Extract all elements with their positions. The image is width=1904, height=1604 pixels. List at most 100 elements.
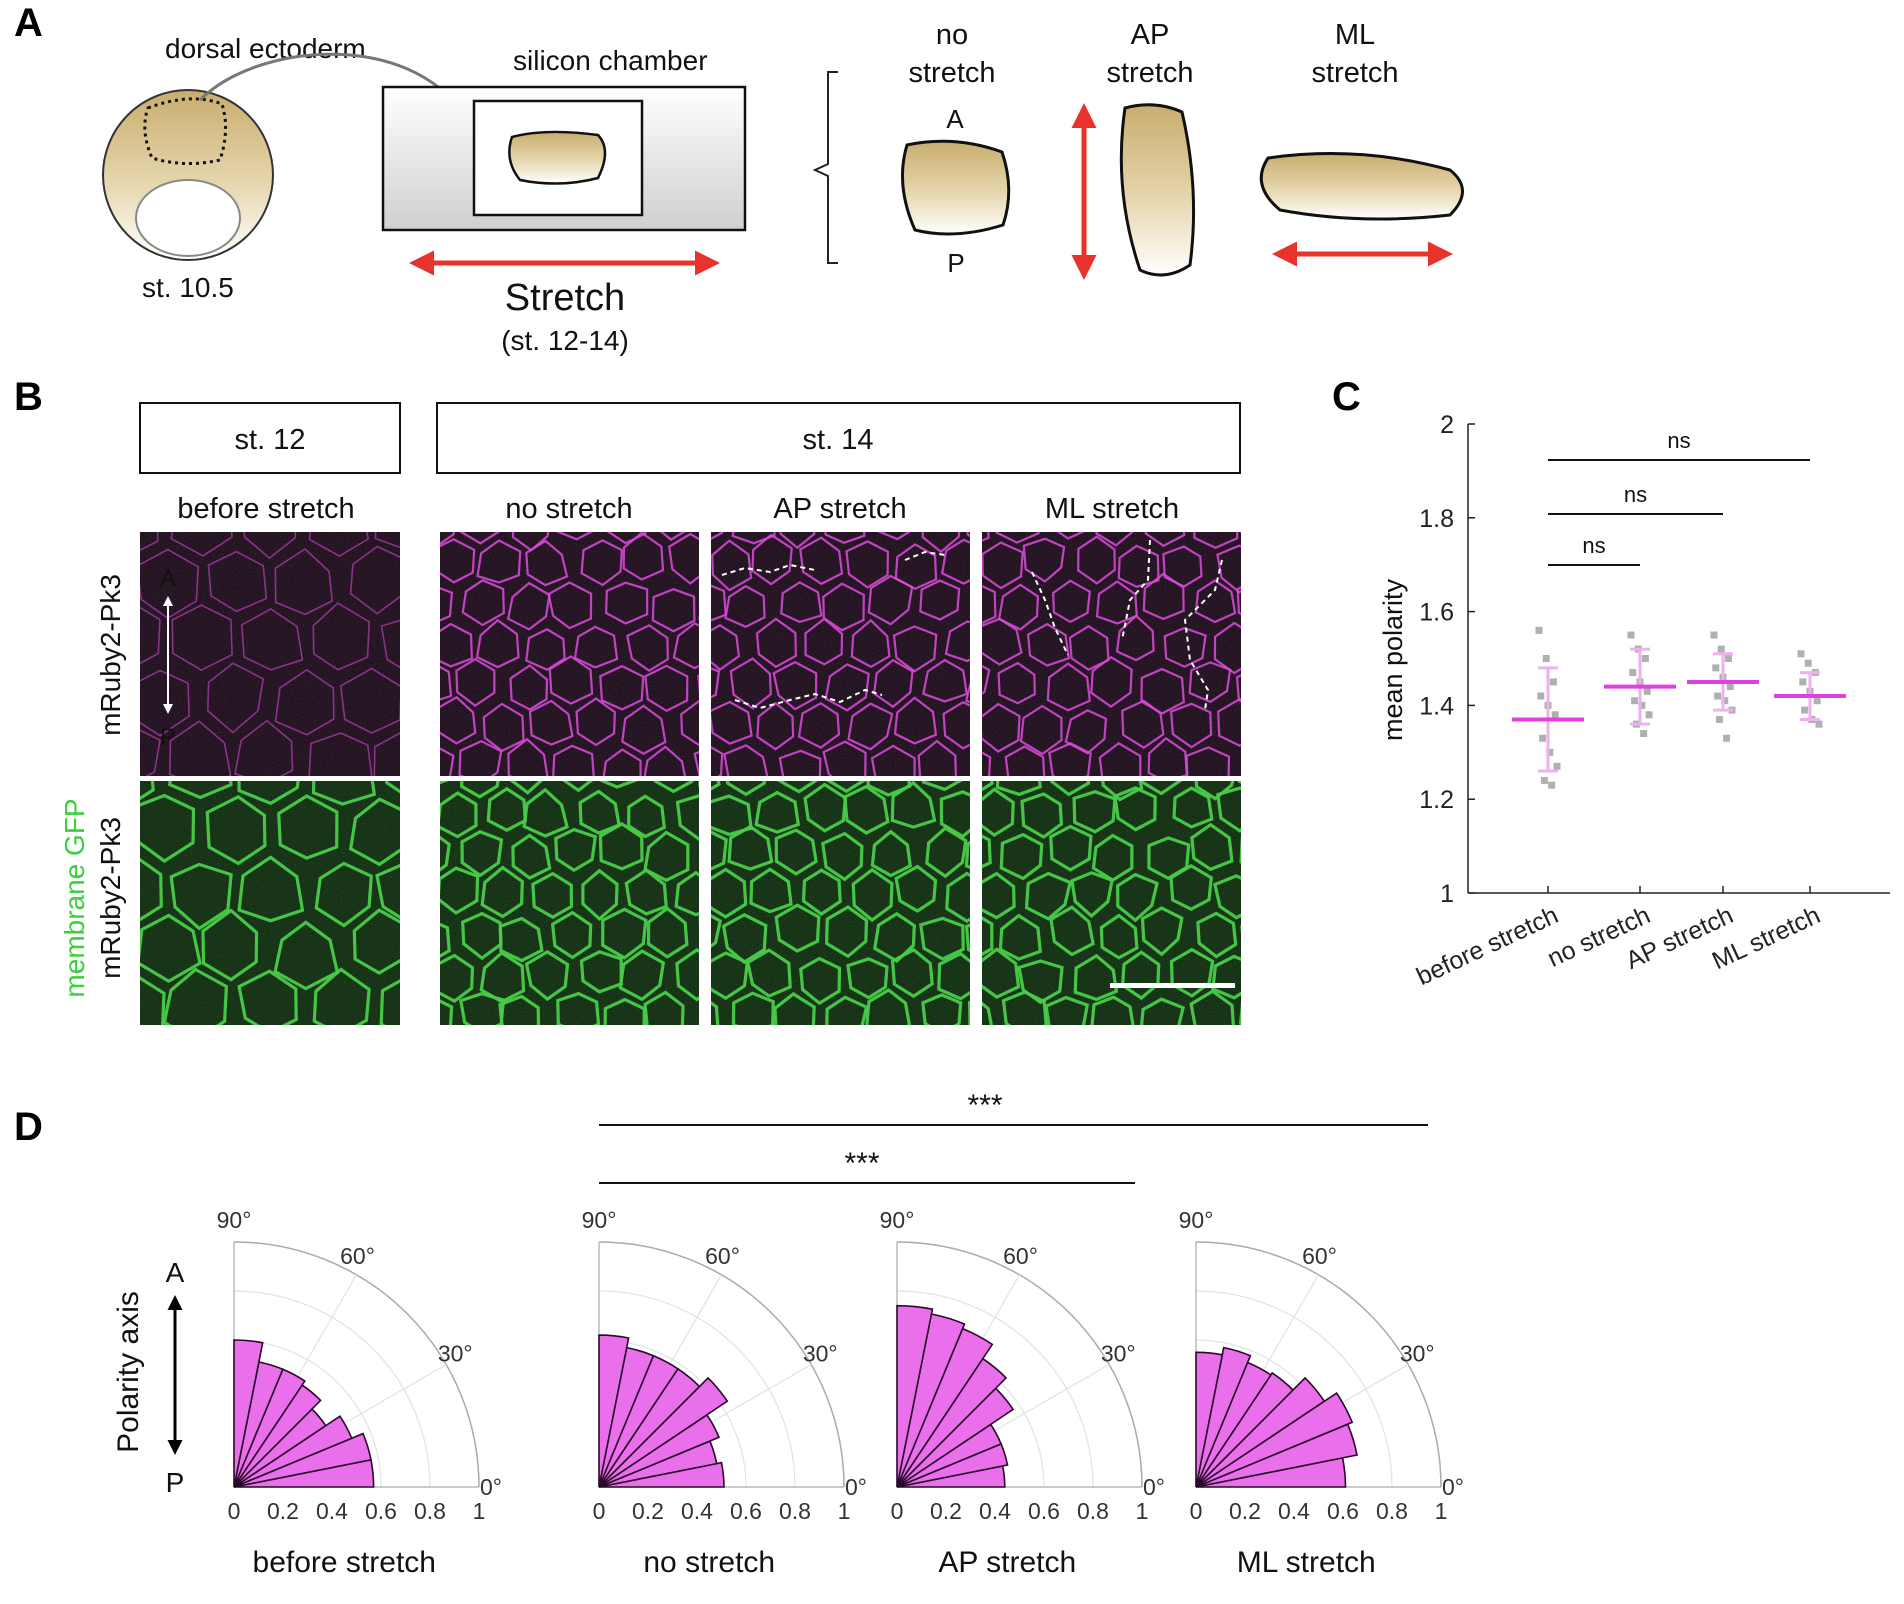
c-x-tick-label: before stretch: [1412, 901, 1562, 991]
polar-grid-arc: [598, 1290, 796, 1488]
polar-title: ML stretch: [1237, 1546, 1376, 1579]
cell-outline: [1269, 782, 1308, 828]
micrograph-grid: [136, 532, 1308, 1106]
ml-trace-left: [1031, 571, 1069, 656]
silicon-chamber-label: silicon chamber: [513, 45, 708, 76]
micrograph-merge-before: [136, 781, 400, 1106]
cell-outline: [457, 1024, 459, 1025]
row1-channel-label: mRuby2-Pk3: [95, 574, 126, 736]
cell-outline: [1266, 620, 1305, 665]
polar-title: before stretch: [253, 1546, 436, 1579]
polar-theta-label: 30°: [438, 1341, 473, 1367]
c-y-tick-label: 1.8: [1419, 505, 1454, 533]
c-y-tick-label: 1.6: [1419, 599, 1454, 627]
c-data-point: [1715, 715, 1723, 723]
condition-ap-line2: stretch: [1106, 57, 1193, 89]
condition-no-line2: stretch: [908, 57, 995, 89]
polar-title: no stretch: [643, 1546, 775, 1579]
cell-outline: [710, 1040, 749, 1083]
micrograph-axis-p: P: [160, 724, 176, 751]
polar-bar: [896, 1304, 934, 1488]
polar-theta-label: 60°: [705, 1243, 740, 1269]
embryo-illustration: [102, 89, 274, 261]
c-data-point: [1553, 762, 1561, 770]
cell-outline: [800, 1033, 841, 1074]
c-data-point: [1714, 692, 1722, 700]
polar-r-label: 1: [473, 1498, 486, 1524]
panel-a: A dorsal ectoderm st. 10.5 silicon chamb…: [14, 1, 1464, 356]
cell-outline: [1239, 836, 1241, 864]
c-data-point: [1721, 697, 1729, 705]
polar-r-label: 1: [838, 1498, 851, 1524]
micrograph-noise: [711, 781, 970, 1025]
panel-label-d: D: [14, 1105, 43, 1149]
condition-ml-line1: ML: [1335, 19, 1375, 51]
c-y-tick-label: 1: [1440, 880, 1454, 908]
cell-outline: [1266, 790, 1306, 834]
polar-theta-label: 90°: [582, 1207, 617, 1233]
cell-outline: [136, 1035, 188, 1105]
c-data-point: [1551, 711, 1559, 719]
polar-theta-label: 0°: [480, 1474, 502, 1500]
c-data-point: [1645, 711, 1653, 719]
d-significance-label: ***: [967, 1089, 1002, 1122]
polar-r-label: 0.4: [681, 1498, 713, 1524]
c-data-point: [1712, 664, 1720, 672]
cell-outline: [716, 1039, 756, 1081]
cell-outline: [1210, 1036, 1252, 1080]
polar-r-label: 0.8: [1077, 1498, 1109, 1524]
cell-outline: [1261, 1035, 1300, 1080]
polar-grid-arc: [1195, 1290, 1393, 1488]
cell-outline: [1114, 1032, 1156, 1075]
c-data-point: [1710, 631, 1718, 639]
micrograph-noise: [140, 781, 400, 1025]
polar-title: AP stretch: [938, 1546, 1076, 1579]
cell-outline: [752, 1032, 791, 1079]
c-y-tick-label: 2: [1440, 411, 1454, 439]
polar-bar: [1195, 1391, 1354, 1488]
panel-d: D Polarity axis A P 0° 30° 60° 90° 0 0.2 0.4 0.…: [14, 1089, 1464, 1579]
c-data-point: [1640, 730, 1648, 738]
c-data-point: [1627, 631, 1635, 639]
polar-grid-arc: [896, 1290, 1094, 1488]
polar-r-label: 0.4: [1278, 1498, 1310, 1524]
ap-stretch-tissue: [1119, 103, 1196, 277]
micrograph-pk3-ap: [711, 532, 970, 776]
polar-r-label: 0.8: [779, 1498, 811, 1524]
cell-outline: [580, 1038, 618, 1085]
polar-theta-label: 60°: [1003, 1243, 1038, 1269]
row2-channel-label: membrane GFP: [59, 798, 90, 997]
polar-grid-arc: [233, 1290, 431, 1488]
cell-outline: [1240, 925, 1241, 935]
panel-c: C mean polarity 1 1.2 1.4 1.6 1.8 2 before str…: [1332, 375, 1890, 991]
c-data-point: [1539, 734, 1547, 742]
cell-outline: [1170, 1038, 1206, 1078]
micrograph-noise: [711, 532, 970, 776]
no-stretch-tissue: [901, 139, 1011, 236]
scale-bar: [1110, 983, 1235, 988]
polar-bar: [233, 1339, 264, 1488]
c-data-point: [1631, 697, 1639, 705]
polar-plot-3: 0° 30° 60° 90° 0 0.2 0.4 0.6 0.8 1 ML stretch: [1179, 1207, 1464, 1579]
c-data-point: [1537, 692, 1545, 700]
polar-theta-label: 30°: [1101, 1341, 1136, 1367]
column-title-ml: ML stretch: [1045, 493, 1179, 525]
polar-r-label: 0.6: [365, 1498, 397, 1524]
cell-outline: [209, 1036, 270, 1106]
cell-outline: [1237, 781, 1241, 784]
micrograph-pk3-before: [140, 532, 400, 776]
ap-trace-bottom: [734, 688, 883, 710]
cell-outline: [1027, 1036, 1068, 1075]
polar-plot-1: 0° 30° 60° 90° 0 0.2 0.4 0.6 0.8 1 no stretch: [582, 1207, 867, 1579]
stretch-label: Stretch: [505, 277, 625, 319]
polar-theta-label: 60°: [340, 1243, 375, 1269]
c-data-point: [1542, 655, 1550, 662]
c-data-point: [1643, 687, 1651, 695]
stage-box-late: [436, 402, 1241, 474]
cell-outline: [844, 1030, 881, 1077]
micrograph-pk3-ml: [982, 532, 1308, 828]
stage-box-early: [139, 402, 401, 474]
polar-bar: [1195, 1351, 1224, 1488]
c-data-point: [1724, 655, 1732, 662]
